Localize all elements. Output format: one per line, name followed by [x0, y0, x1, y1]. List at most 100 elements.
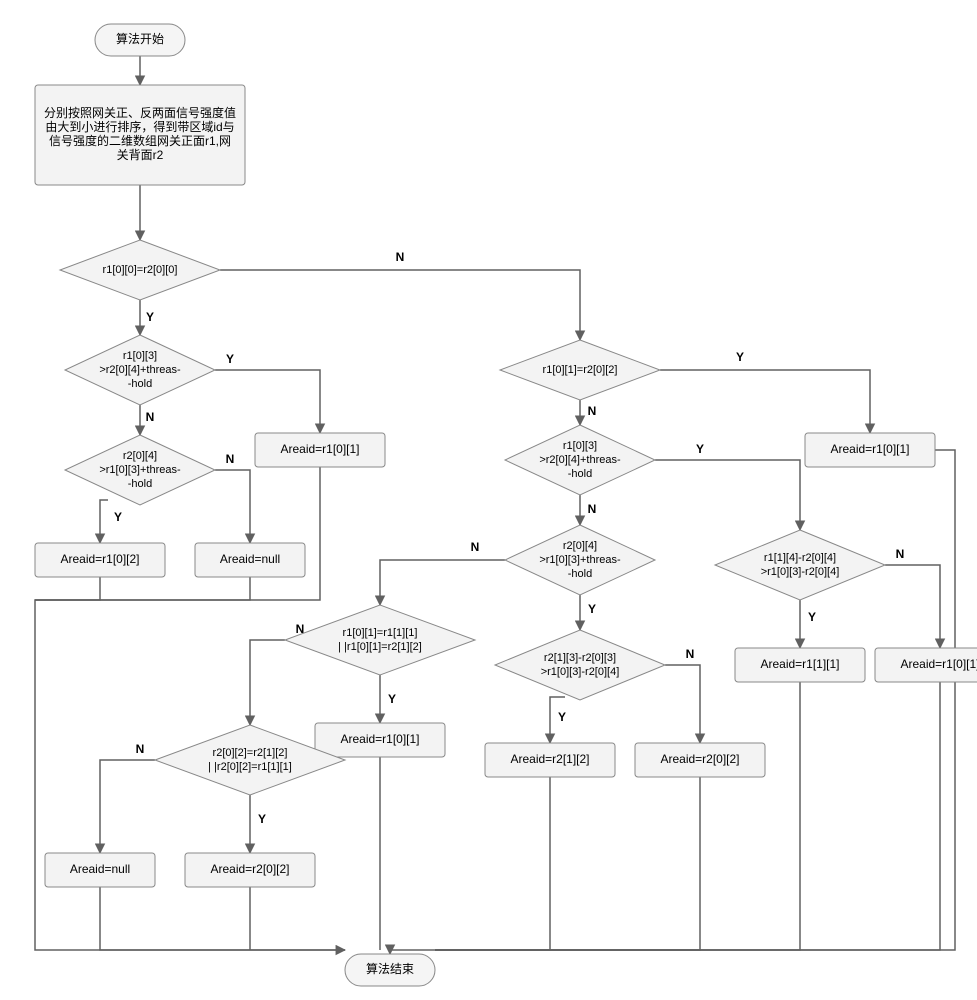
- node-text-d5-0: r1[0][3]: [563, 440, 597, 452]
- node-text-d9-1: | |r2[0][2]=r1[1][1]: [208, 761, 292, 773]
- node-a_r101_top: Areaid=r1[0][1]: [255, 433, 385, 467]
- edge-19: [100, 760, 155, 853]
- edge-32: [435, 682, 940, 950]
- node-text-d5-1: >r2[0][4]+threas-: [539, 454, 621, 466]
- node-d7: r2[1][3]-r2[0][3] >r1[0][3]-r2[0][4]: [495, 630, 665, 700]
- node-text-d2-2: -hold: [128, 378, 152, 390]
- node-a_r202_bot: Areaid=r2[0][2]: [185, 853, 315, 887]
- node-a_r101_far: Areaid=r1[0][1]: [875, 648, 977, 682]
- node-text-a_r101_R-0: Areaid=r1[0][1]: [830, 442, 909, 456]
- edge-label-2: Y: [146, 310, 154, 324]
- node-text-a_r111-0: Areaid=r1[1][1]: [760, 657, 839, 671]
- edge-30: [435, 777, 700, 950]
- node-text-d7-0: r2[1][3]-r2[0][3]: [544, 652, 616, 664]
- edge-label-16: Y: [388, 692, 396, 706]
- edge-11: [655, 460, 800, 530]
- node-text-d2-1: >r2[0][4]+threas-: [99, 364, 181, 376]
- node-sort: 分别按照网关正、反两面信号强度值由大到小进行排序，得到带区域id与信号强度的二维…: [35, 85, 245, 185]
- node-end: 算法结束: [345, 954, 435, 986]
- node-text-a_r212-0: Areaid=r2[1][2]: [510, 752, 589, 766]
- node-text-a_r101_mid-0: Areaid=r1[0][1]: [340, 732, 419, 746]
- edge-22: [390, 450, 955, 954]
- edge-3: [220, 270, 580, 340]
- edge-label-4: Y: [226, 352, 234, 366]
- node-a_r101_R: Areaid=r1[0][1]: [805, 433, 935, 467]
- node-d1: r1[0][0]=r2[0][0]: [60, 240, 220, 300]
- edge-label-14: Y: [558, 710, 566, 724]
- edge-label-15: N: [686, 647, 695, 661]
- edge-label-12: Y: [588, 602, 596, 616]
- node-text-a_r101_top-0: Areaid=r1[0][1]: [280, 442, 359, 456]
- node-text-a_r101_far-0: Areaid=r1[0][1]: [900, 657, 977, 671]
- node-a_r101_mid: Areaid=r1[0][1]: [315, 723, 445, 757]
- edge-21: [885, 565, 940, 648]
- node-a_r212: Areaid=r2[1][2]: [485, 743, 615, 777]
- node-d2: r1[0][3] >r2[0][4]+threas- -hold: [65, 335, 215, 405]
- node-d6: r2[0][4] >r1[0][3]+threas- -hold: [505, 525, 655, 595]
- edge-6: [100, 500, 108, 543]
- node-text-a_r202_mid-0: Areaid=r2[0][2]: [660, 752, 739, 766]
- edge-31: [435, 682, 800, 950]
- edge-label-7: N: [226, 452, 235, 466]
- node-d5: r1[0][3] >r2[0][4]+threas- -hold: [505, 425, 655, 495]
- edge-9: [660, 370, 870, 433]
- node-text-d7-1: >r1[0][3]-r2[0][4]: [541, 666, 620, 678]
- node-d4: r1[0][1]=r2[0][2]: [500, 340, 660, 400]
- edge-13: [380, 560, 505, 605]
- node-text-d1-0: r1[0][0]=r2[0][0]: [103, 264, 178, 276]
- node-text-d6-2: -hold: [568, 568, 592, 580]
- node-text-d3-1: >r1[0][3]+threas-: [99, 464, 181, 476]
- edge-26: [100, 887, 345, 950]
- edge-4: [215, 370, 320, 433]
- edge-17: [250, 640, 285, 725]
- node-text-d8-1: | |r1[0][1]=r2[1][2]: [338, 641, 422, 653]
- node-a_null_L: Areaid=null: [195, 543, 305, 577]
- node-text-d3-0: r2[0][4]: [123, 450, 157, 462]
- node-text-d4-0: r1[0][1]=r2[0][2]: [543, 364, 618, 376]
- node-text-sort-3: 关背面r2: [117, 148, 164, 162]
- edge-15: [665, 665, 700, 743]
- nodes-group: 算法开始分别按照网关正、反两面信号强度值由大到小进行排序，得到带区域id与信号强…: [35, 24, 977, 986]
- node-a_r111: Areaid=r1[1][1]: [735, 648, 865, 682]
- node-text-d10-1: >r1[0][3]-r2[0][4]: [761, 566, 840, 578]
- edge-7: [215, 470, 250, 543]
- node-text-d6-1: >r1[0][3]+threas-: [539, 554, 621, 566]
- edges-group: YNYNYNNYNYYNYNYNYNYN: [35, 56, 955, 954]
- node-d3: r2[0][4]>r1[0][3]+threas--hold: [65, 435, 215, 505]
- edge-29: [435, 777, 550, 950]
- node-start: 算法开始: [95, 24, 185, 56]
- node-a_r102_L: Areaid=r1[0][2]: [35, 543, 165, 577]
- node-text-sort-2: 信号强度的二维数组网关正面r1,网: [49, 133, 231, 148]
- node-text-start-0: 算法开始: [116, 31, 164, 46]
- edge-24: [35, 577, 250, 600]
- node-text-a_r102_L-0: Areaid=r1[0][2]: [60, 552, 139, 566]
- edge-label-19: N: [136, 742, 145, 756]
- flowchart-svg: YNYNYNNYNYYNYNYNYNYN算法开始分别按照网关正、反两面信号强度值…: [0, 0, 977, 1000]
- node-text-sort-0: 分别按照网关正、反两面信号强度值: [44, 105, 236, 120]
- node-text-d6-0: r2[0][4]: [563, 540, 597, 552]
- node-a_r202_mid: Areaid=r2[0][2]: [635, 743, 765, 777]
- node-text-a_null_L-0: Areaid=null: [220, 552, 280, 566]
- node-text-d10-0: r1[1][4]-r2[0][4]: [764, 552, 836, 564]
- node-d8: r1[0][1]=r1[1][1] | |r1[0][1]=r2[1][2]: [285, 605, 475, 675]
- node-text-a_null_bot-0: Areaid=null: [70, 862, 130, 876]
- edge-label-13: N: [471, 540, 480, 554]
- node-text-d2-0: r1[0][3]: [123, 350, 157, 362]
- edge-label-18: Y: [258, 812, 266, 826]
- edge-label-20: Y: [808, 610, 816, 624]
- node-text-d5-2: -hold: [568, 468, 592, 480]
- edge-label-11: Y: [696, 442, 704, 456]
- edge-label-5: N: [146, 410, 155, 424]
- node-text-sort-1: 由大到小进行排序，得到带区域id与: [45, 119, 234, 134]
- node-text-end-0: 算法结束: [366, 961, 414, 976]
- node-text-d9-0: r2[0][2]=r2[1][2]: [213, 747, 288, 759]
- edge-label-21: N: [896, 547, 905, 561]
- edge-label-10: N: [588, 502, 597, 516]
- node-a_null_bot: Areaid=null: [45, 853, 155, 887]
- node-d10: r1[1][4]-r2[0][4] >r1[0][3]-r2[0][4]: [715, 530, 885, 600]
- node-text-d8-0: r1[0][1]=r1[1][1]: [343, 627, 418, 639]
- edge-label-9: Y: [736, 350, 744, 364]
- edge-label-6: Y: [114, 510, 122, 524]
- edge-label-8: N: [588, 404, 597, 418]
- node-text-a_r202_bot-0: Areaid=r2[0][2]: [210, 862, 289, 876]
